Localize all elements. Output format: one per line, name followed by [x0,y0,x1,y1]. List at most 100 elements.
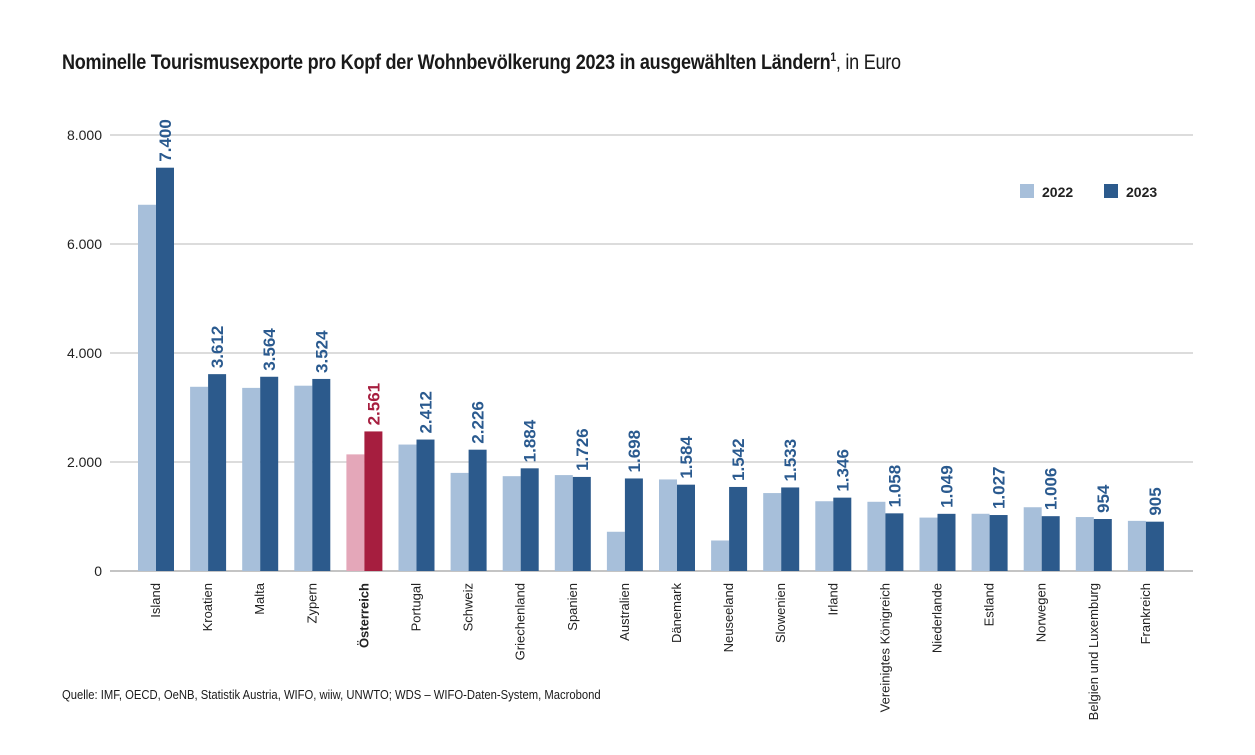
bar-2023 [468,449,487,571]
y-tick-label: 0 [94,563,102,579]
bar-2022 [815,501,834,571]
bar-2022 [971,513,990,571]
bar-2023 [677,484,695,571]
bar-2023 [312,378,331,571]
category-label: Österreich [356,583,371,648]
source-note: Quelle: IMF, OECD, OeNB, Statistik Austr… [62,688,601,702]
value-label: 3.524 [312,330,331,373]
legend: 2022 2023 [1020,184,1157,200]
bar-2023 [364,431,383,571]
category-label: Vereinigtes Königreich [877,583,892,712]
category-label: Griechenland [513,583,528,660]
y-axis-ticks: 0 2.000 4.000 6.000 8.000 [67,127,102,579]
value-labels: 7.400 3.612 3.564 3.524 2.561 2.412 2.226 1.884… [156,119,1165,516]
bar-2023 [937,513,956,571]
value-label: 1.584 [677,436,696,479]
bar-2022 [554,475,573,571]
bar-2022 [606,531,625,571]
value-label: 7.400 [156,119,175,162]
category-label: Portugal [409,583,424,632]
value-label: 1.542 [729,438,748,481]
value-label: 3.612 [208,326,227,369]
bar-2023 [260,376,279,571]
bar-2023 [1041,516,1060,571]
bar-2022 [502,476,521,571]
chart-title-text: Nominelle Tourismusexporte pro Kopf der … [62,51,831,74]
category-label: Estland [982,583,997,626]
category-label: Schweiz [461,583,476,631]
bar-2022 [763,493,782,571]
bar-2022 [190,386,209,571]
value-label: 1.006 [1042,468,1061,511]
value-label: 1.346 [833,449,852,492]
y-tick-label: 2.000 [67,454,102,470]
chart-title-unit: , in Euro [835,51,901,74]
value-label: 905 [1146,487,1165,515]
category-label: Malta [252,582,267,615]
bar-2022 [138,204,156,571]
value-label: 2.412 [417,391,436,434]
bar-2023 [624,478,643,571]
bar-2023 [885,513,904,571]
category-label: Kroatien [200,583,215,631]
legend-swatch [1104,184,1118,198]
bar-2022 [398,444,417,571]
y-tick-label: 4.000 [67,345,102,361]
value-label: 1.049 [938,465,957,508]
bar-2023 [520,468,539,571]
bar-2022 [1127,520,1146,571]
bars [138,167,1164,571]
bar-2022 [294,385,313,571]
bar-2022 [1075,517,1094,571]
bar-2023 [1093,519,1112,571]
legend-label: 2022 [1042,184,1073,200]
value-label: 1.533 [781,439,800,482]
y-tick-label: 6.000 [67,236,102,252]
bar-2023 [416,439,435,571]
bar-2023 [781,487,800,571]
category-label: Frankreich [1138,583,1153,644]
bar-2023 [989,515,1008,571]
legend-label: 2023 [1126,184,1157,200]
category-label: Zypern [304,583,319,623]
bar-2022 [711,540,730,571]
bar-2023 [729,486,748,571]
value-label: 1.884 [521,419,540,462]
category-label: Irland [825,583,840,616]
bar-2022 [1023,507,1042,571]
bar-2023 [833,497,852,571]
category-labels: Island Kroatien Malta Zypern Österreich Portu… [148,582,1153,720]
value-label: 954 [1094,484,1113,513]
value-label: 1.698 [625,430,644,473]
bar-2022 [867,501,886,571]
category-label: Belgien und Luxemburg [1086,583,1101,720]
category-label: Niederlande [930,583,945,653]
bar-2023 [208,374,227,571]
value-label: 1.058 [885,465,904,508]
category-label: Australien [617,583,632,641]
value-label: 1.726 [573,428,592,471]
footnote-mark: 1 [830,50,836,64]
category-label: Island [148,583,163,618]
value-label: 2.561 [364,383,383,426]
category-label: Dänemark [669,583,684,643]
value-label: 2.226 [469,401,488,444]
value-label: 3.564 [260,328,279,371]
category-label: Spanien [565,583,580,631]
bar-2022 [919,517,938,571]
category-label: Neuseeland [721,583,736,652]
bar-2023 [1145,521,1164,571]
bar-2022 [659,479,677,571]
bar-2023 [572,476,591,571]
category-label: Norwegen [1034,583,1049,642]
y-tick-label: 8.000 [67,127,102,143]
bar-2023 [156,167,174,571]
value-label: 1.027 [990,466,1009,509]
bar-2022 [450,472,469,571]
legend-swatch [1020,184,1034,198]
chart-title: Nominelle Tourismusexporte pro Kopf der … [62,50,901,75]
category-label: Slowenien [773,583,788,643]
bar-2022 [242,387,261,571]
bar-2022 [346,454,365,571]
